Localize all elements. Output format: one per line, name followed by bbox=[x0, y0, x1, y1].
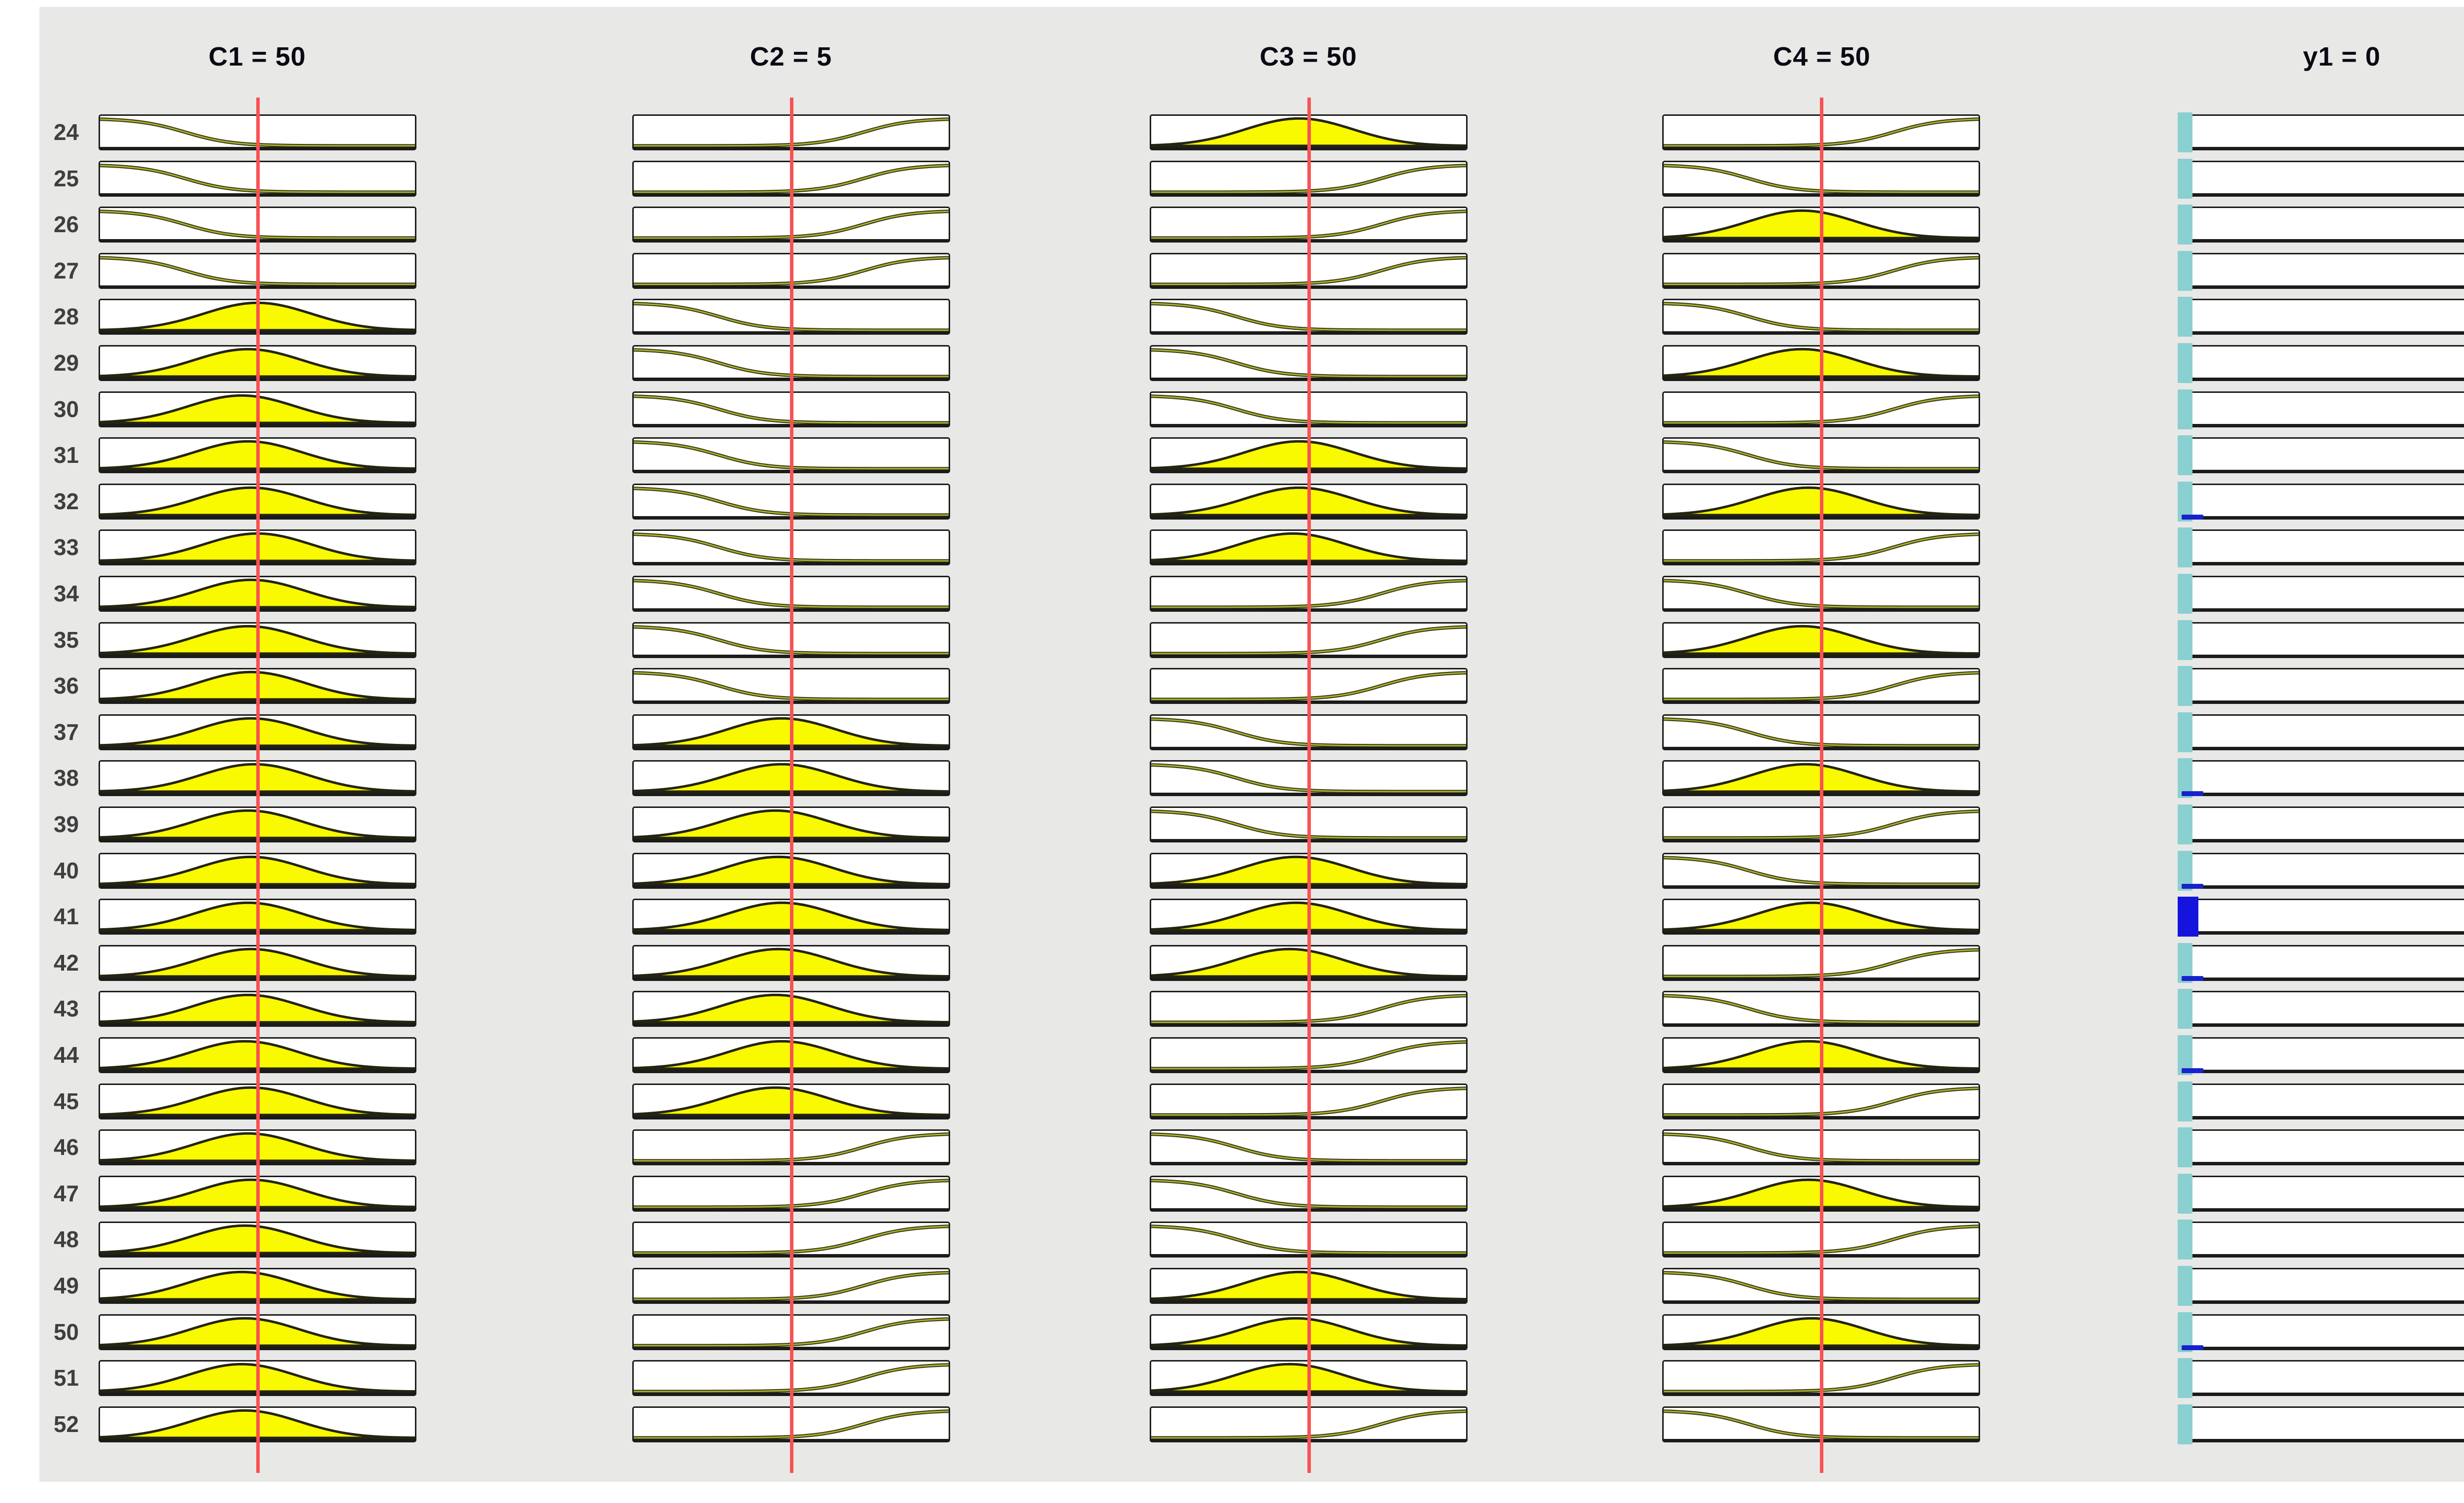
rule-number-25[interactable]: 25 bbox=[53, 165, 79, 191]
rule-number-51[interactable]: 51 bbox=[53, 1365, 79, 1391]
rule-number-34[interactable]: 34 bbox=[53, 581, 79, 606]
rule-number-38[interactable]: 38 bbox=[53, 765, 79, 791]
output-cell-y1-rule28 bbox=[2178, 297, 2464, 337]
rule-number-32[interactable]: 32 bbox=[53, 488, 79, 514]
output-mf-bar bbox=[2178, 620, 2192, 660]
output-cell-y1-rule42 bbox=[2178, 943, 2464, 983]
rule-number-31[interactable]: 31 bbox=[53, 442, 79, 468]
output-mf-bar bbox=[2178, 1127, 2192, 1168]
output-cell-y1-rule36 bbox=[2178, 666, 2464, 706]
output-mf-bar bbox=[2178, 804, 2192, 844]
rule-number-36[interactable]: 36 bbox=[53, 673, 79, 699]
output-mf-bar bbox=[2178, 1173, 2192, 1214]
input-value-line-c4[interactable] bbox=[1819, 98, 1823, 1473]
output-activation-tick bbox=[2182, 1345, 2203, 1350]
output-cell-y1-rule31 bbox=[2178, 435, 2464, 476]
output-cell-y1-rule38 bbox=[2178, 758, 2464, 799]
output-cell-y1-rule34 bbox=[2178, 574, 2464, 614]
output-mf-bar bbox=[2178, 297, 2192, 337]
rule-number-47[interactable]: 47 bbox=[53, 1180, 79, 1206]
output-mf-bar bbox=[2178, 1081, 2192, 1121]
output-cell-y1-rule25 bbox=[2178, 158, 2464, 199]
output-mf-bar bbox=[2178, 1220, 2192, 1260]
output-cell-y1-rule37 bbox=[2178, 712, 2464, 752]
rule-number-48[interactable]: 48 bbox=[53, 1226, 79, 1253]
output-mf-bar bbox=[2178, 1266, 2192, 1306]
output-mf-bar bbox=[2178, 389, 2192, 429]
output-activation-tick bbox=[2182, 514, 2203, 520]
output-cell-y1-rule52 bbox=[2178, 1404, 2464, 1444]
output-cell-y1-rule26 bbox=[2178, 205, 2464, 245]
output-mf-bar bbox=[2178, 712, 2192, 752]
output-activation-tick bbox=[2182, 1068, 2203, 1073]
rule-number-43[interactable]: 43 bbox=[53, 996, 79, 1022]
output-cell-y1-rule47 bbox=[2178, 1173, 2464, 1214]
column-title-c4: C4 = 50 bbox=[1773, 42, 1871, 71]
output-activation-tick bbox=[2182, 976, 2203, 981]
column-title-c3: C3 = 50 bbox=[1260, 42, 1357, 71]
output-mf-bar bbox=[2178, 158, 2192, 199]
output-mf-bar bbox=[2178, 989, 2192, 1029]
output-cell-y1-rule39 bbox=[2178, 804, 2464, 844]
rule-number-26[interactable]: 26 bbox=[53, 211, 79, 238]
output-mf-bar bbox=[2178, 205, 2192, 245]
output-cell-y1-rule48 bbox=[2178, 1220, 2464, 1260]
rule-number-24[interactable]: 24 bbox=[53, 119, 79, 145]
output-mf-bar bbox=[2178, 250, 2192, 291]
column-title-y1: y1 = 0 bbox=[2303, 42, 2381, 71]
output-cell-y1-rule30 bbox=[2178, 389, 2464, 429]
rule-number-37[interactable]: 37 bbox=[53, 719, 79, 745]
rule-number-49[interactable]: 49 bbox=[53, 1273, 79, 1298]
output-mf-bar bbox=[2178, 666, 2192, 706]
output-cell-y1-rule43 bbox=[2178, 989, 2464, 1029]
input-value-line-c2[interactable] bbox=[789, 98, 793, 1473]
output-mf-bar bbox=[2178, 527, 2192, 568]
rule-number-52[interactable]: 52 bbox=[53, 1411, 79, 1437]
output-mf-bar bbox=[2178, 435, 2192, 476]
output-mf-bar bbox=[2178, 343, 2192, 383]
rule-number-50[interactable]: 50 bbox=[53, 1319, 79, 1345]
rule-number-35[interactable]: 35 bbox=[53, 627, 79, 653]
output-activation-bar-strong bbox=[2178, 897, 2198, 937]
column-title-c1: C1 = 50 bbox=[208, 42, 306, 71]
output-mf-bar bbox=[2178, 112, 2192, 152]
output-cell-y1-rule51 bbox=[2178, 1358, 2464, 1398]
rule-number-27[interactable]: 27 bbox=[53, 257, 79, 283]
output-cell-y1-rule27 bbox=[2178, 250, 2464, 291]
rule-number-33[interactable]: 33 bbox=[53, 534, 79, 560]
rule-number-28[interactable]: 28 bbox=[53, 304, 79, 330]
output-cell-y1-rule41 bbox=[2178, 897, 2464, 937]
rule-number-42[interactable]: 42 bbox=[53, 949, 79, 976]
input-value-line-c1[interactable] bbox=[256, 98, 260, 1473]
output-cell-y1-rule24 bbox=[2178, 112, 2464, 152]
output-cell-y1-rule33 bbox=[2178, 527, 2464, 568]
output-cell-y1-rule46 bbox=[2178, 1127, 2464, 1168]
output-cell-y1-rule32 bbox=[2178, 481, 2464, 522]
rule-number-29[interactable]: 29 bbox=[53, 350, 79, 376]
rule-number-30[interactable]: 30 bbox=[53, 396, 79, 422]
output-cell-y1-rule44 bbox=[2178, 1035, 2464, 1075]
rule-number-46[interactable]: 46 bbox=[53, 1134, 79, 1160]
output-cell-y1-rule29 bbox=[2178, 343, 2464, 383]
output-mf-bar bbox=[2178, 1358, 2192, 1398]
output-cell-y1-rule49 bbox=[2178, 1266, 2464, 1306]
output-cell-y1-rule45 bbox=[2178, 1081, 2464, 1121]
input-value-line-c3[interactable] bbox=[1307, 98, 1311, 1473]
column-title-c2: C2 = 5 bbox=[750, 42, 832, 71]
output-cell-y1-rule35 bbox=[2178, 620, 2464, 660]
output-mf-bar bbox=[2178, 1404, 2192, 1444]
rule-number-45[interactable]: 45 bbox=[53, 1088, 79, 1114]
rule-number-39[interactable]: 39 bbox=[53, 811, 79, 837]
output-activation-tick bbox=[2182, 883, 2203, 889]
rule-number-40[interactable]: 40 bbox=[53, 857, 79, 883]
output-mf-bar bbox=[2178, 574, 2192, 614]
rule-number-41[interactable]: 41 bbox=[53, 904, 79, 930]
output-activation-tick bbox=[2182, 791, 2203, 797]
rule-number-44[interactable]: 44 bbox=[53, 1042, 79, 1068]
output-cell-y1-rule50 bbox=[2178, 1312, 2464, 1352]
output-cell-y1-rule40 bbox=[2178, 850, 2464, 891]
